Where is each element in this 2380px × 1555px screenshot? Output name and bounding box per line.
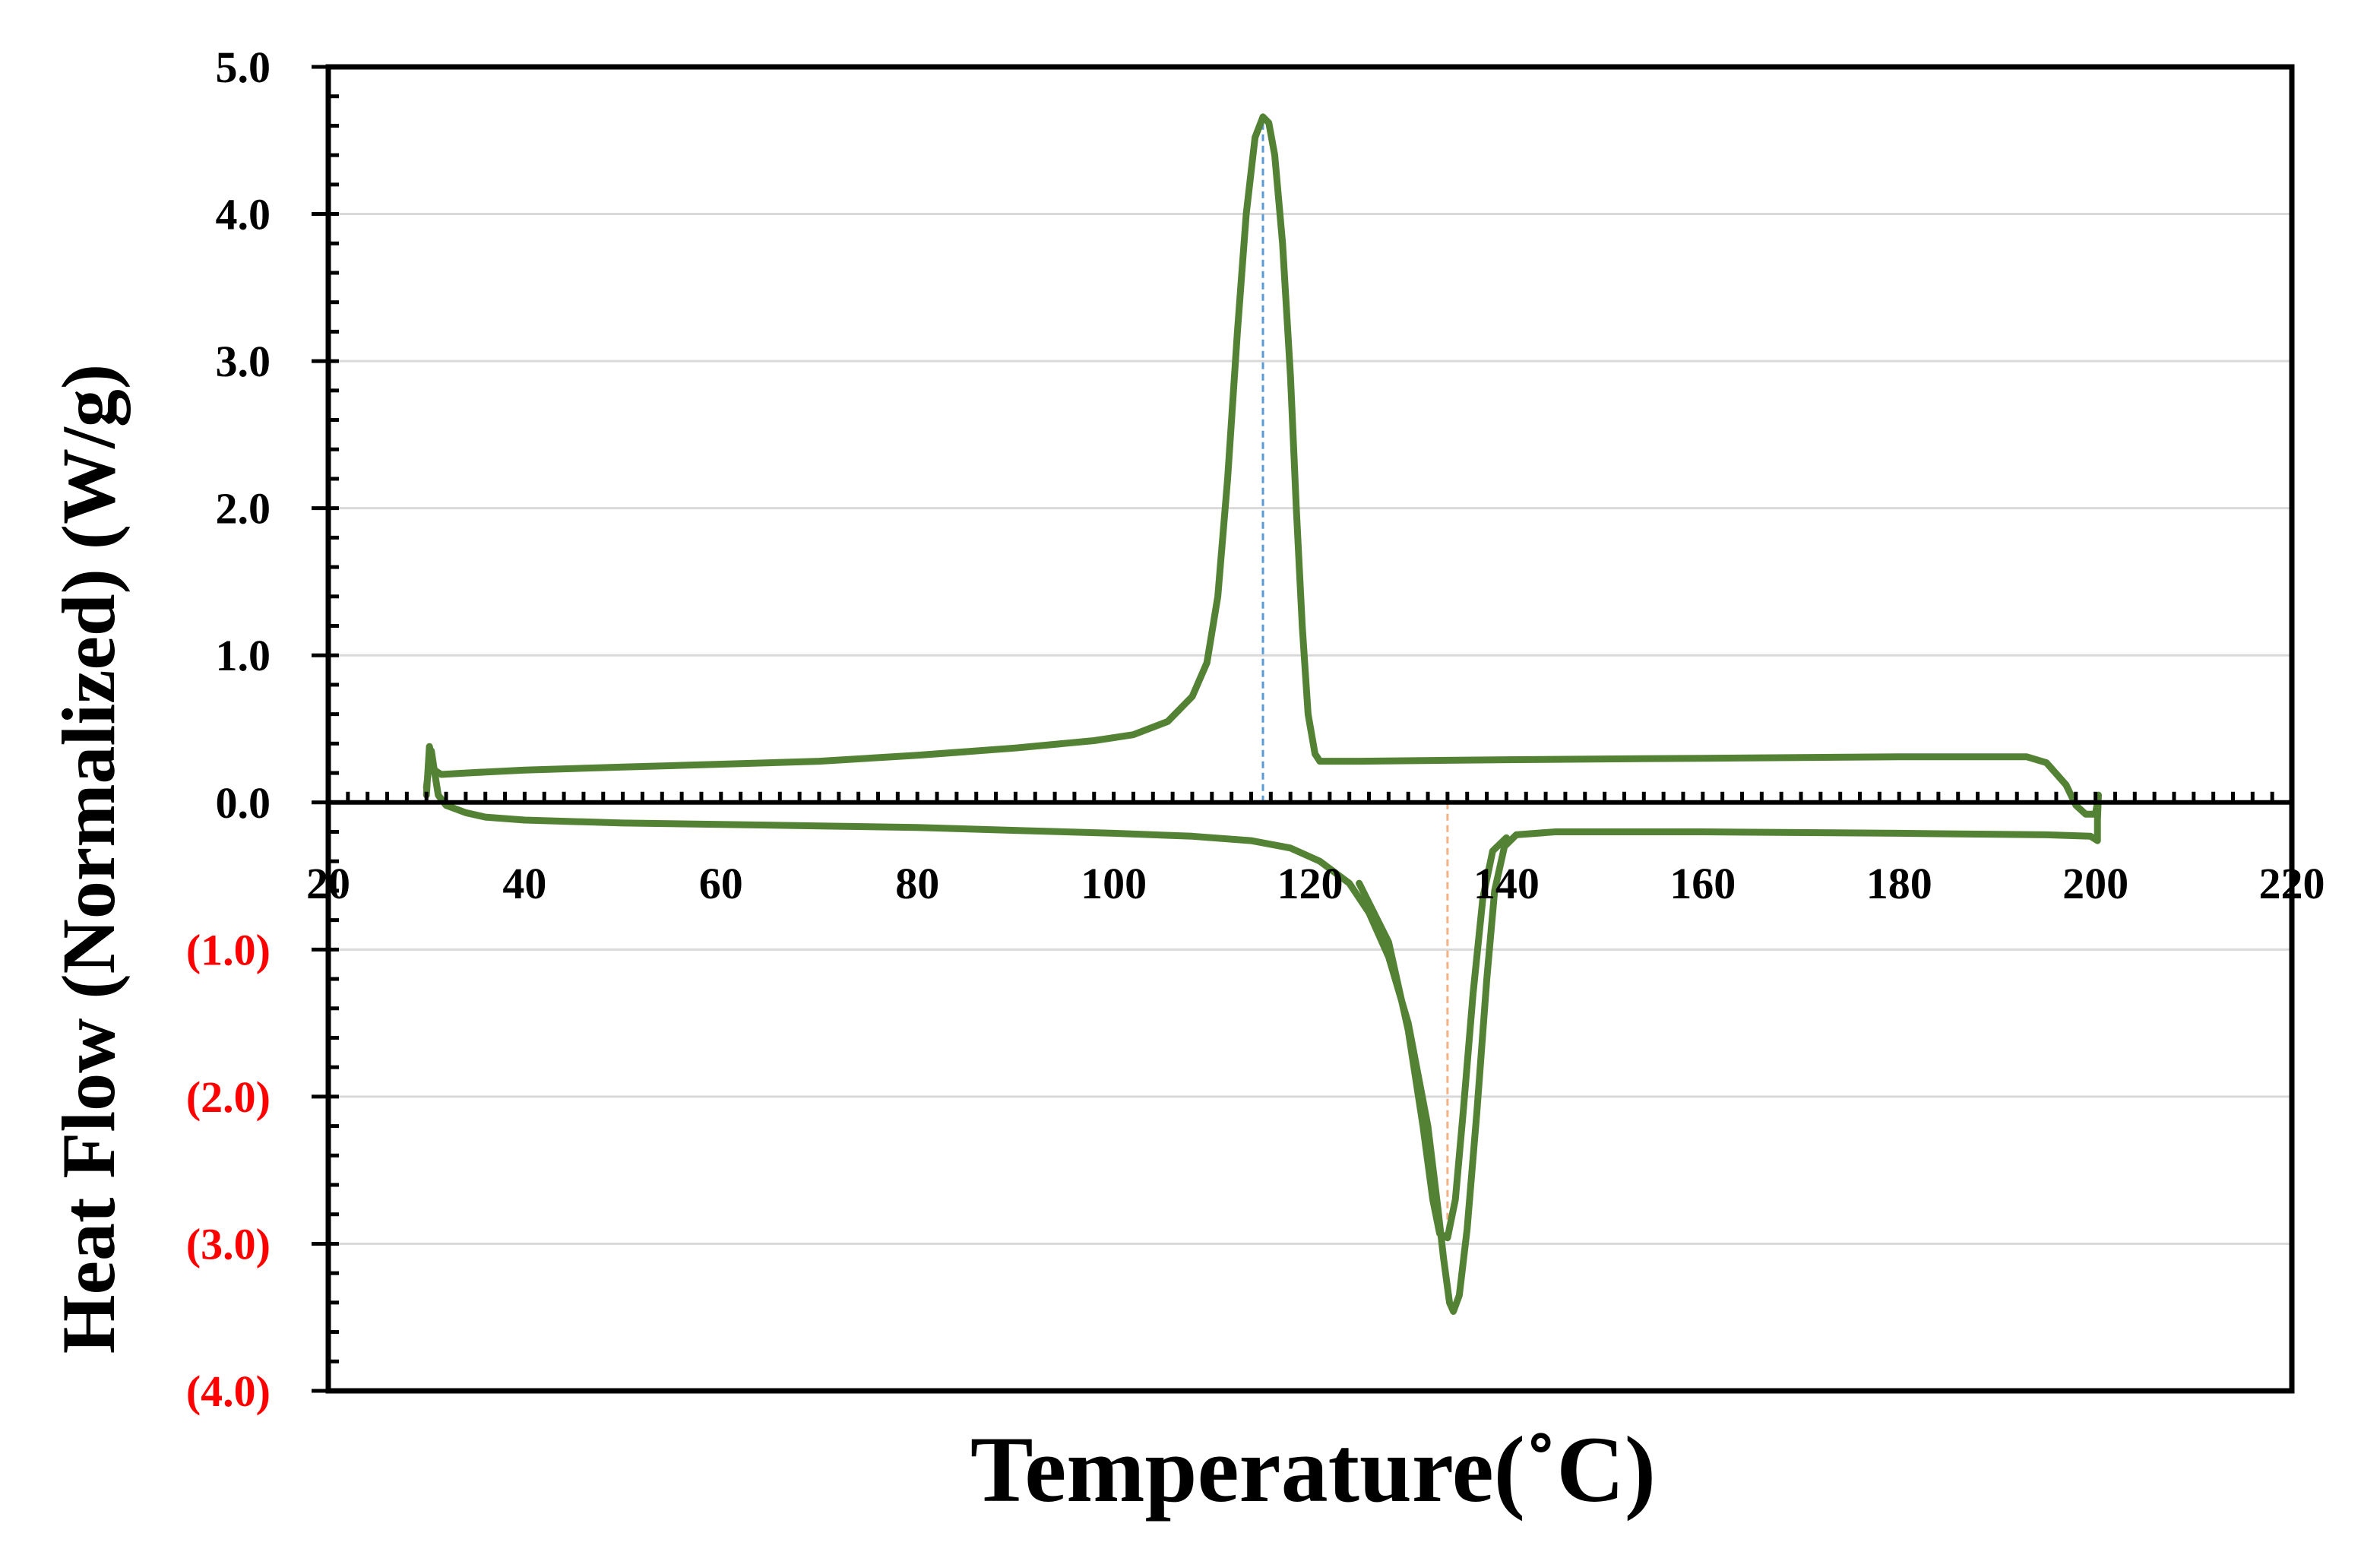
- x-tick-label: 100: [1081, 859, 1147, 908]
- x-tick-label: 220: [2259, 859, 2325, 908]
- series-line-1: [1356, 834, 1510, 1242]
- x-tick-label: 160: [1669, 859, 1736, 908]
- y-tick-label: 0.0: [216, 778, 271, 828]
- y-tick-label: 5.0: [216, 43, 271, 92]
- x-tick-label: 60: [699, 859, 743, 908]
- y-axis-minor-ticks: [312, 65, 339, 1393]
- x-tick-label: 120: [1277, 859, 1343, 908]
- y-tick-label: 4.0: [216, 190, 271, 239]
- gridlines: [328, 213, 2292, 1245]
- peak-reference-lines: [1261, 116, 1449, 1238]
- y-axis-title: Heat Flow (Normalized) (W/g): [46, 364, 131, 1354]
- y-tick-label: (4.0): [186, 1367, 271, 1416]
- x-tick-label: 140: [1473, 859, 1540, 908]
- y-tick-label: (3.0): [186, 1219, 271, 1268]
- x-tick-label: 80: [895, 859, 939, 908]
- x-tick-label: 180: [1866, 859, 1932, 908]
- y-tick-label: (1.0): [186, 925, 271, 974]
- x-tick-label: 20: [306, 859, 350, 908]
- y-tick-label: (2.0): [186, 1072, 271, 1122]
- x-axis-title: Temperature(˚C): [970, 1417, 1656, 1522]
- y-tick-label: 1.0: [216, 631, 271, 680]
- y-tick-label: 3.0: [216, 337, 271, 386]
- y-tick-labels: 5.0 4.0 3.0 2.0 1.0 0.0 (1.0) (2.0) (3.0) (4.0): [186, 43, 271, 1416]
- y-tick-label: 2.0: [216, 484, 271, 534]
- x-axis-minor-ticks: [326, 791, 2294, 803]
- x-tick-label: 200: [2062, 859, 2128, 908]
- x-tick-labels: 20 40 60 80 100 120 140 160 180 200 220: [306, 859, 2325, 908]
- x-tick-label: 40: [502, 859, 546, 908]
